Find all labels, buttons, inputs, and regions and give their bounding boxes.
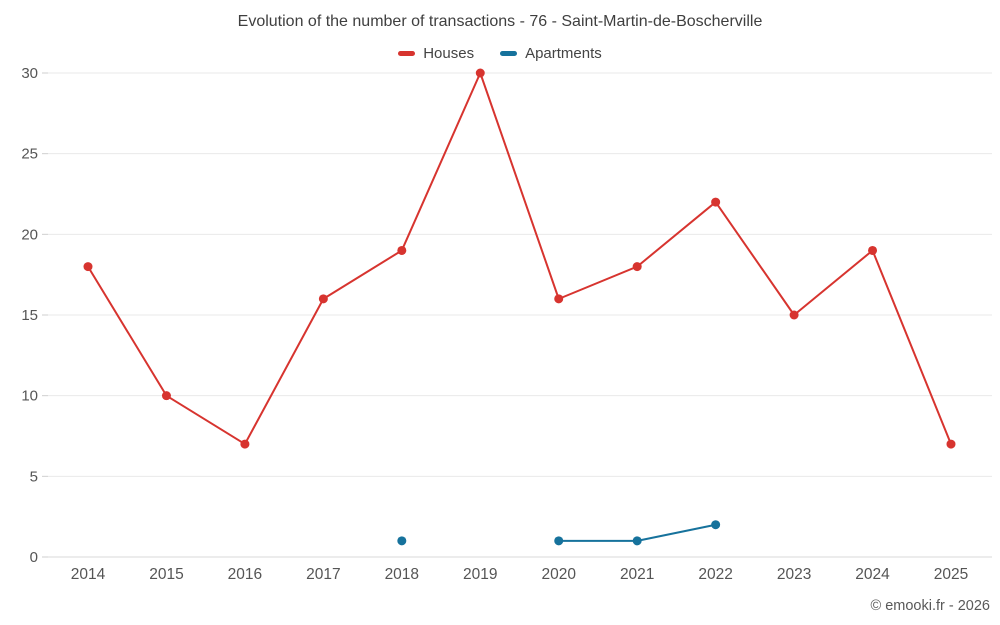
houses-point[interactable]	[161, 391, 171, 401]
y-axis-label: 25	[21, 146, 38, 163]
chart-legend: Houses Apartments	[0, 45, 1000, 62]
apartments-legend-swatch	[500, 51, 518, 56]
houses-point[interactable]	[946, 439, 956, 449]
houses-point[interactable]	[711, 197, 721, 207]
x-axis-label: 2018	[385, 566, 419, 583]
apartments-point[interactable]	[554, 536, 564, 546]
houses-point[interactable]	[83, 262, 93, 272]
x-axis-label: 2020	[541, 566, 576, 583]
houses-point[interactable]	[554, 294, 564, 304]
houses-point[interactable]	[789, 310, 799, 320]
houses-point[interactable]	[475, 68, 485, 78]
apartments-point[interactable]	[397, 536, 407, 546]
copyright-text: © emooki.fr - 2026	[870, 598, 990, 614]
x-axis-label: 2014	[71, 566, 106, 583]
y-axis-label: 0	[30, 549, 38, 566]
apartments-legend-label: Apartments	[525, 45, 602, 62]
houses-point[interactable]	[868, 245, 878, 255]
houses-point[interactable]	[318, 294, 328, 304]
x-axis-label: 2019	[463, 566, 497, 583]
legend-item-apartments[interactable]: Apartments	[500, 45, 602, 62]
x-axis-label: 2022	[698, 566, 732, 583]
y-axis-label: 20	[21, 226, 38, 243]
houses-point[interactable]	[632, 262, 642, 272]
houses-legend-label: Houses	[423, 45, 475, 62]
apartments-point[interactable]	[632, 536, 642, 546]
x-axis-label: 2016	[228, 566, 262, 583]
houses-line	[87, 72, 952, 446]
houses-point[interactable]	[240, 439, 250, 449]
apartments-point[interactable]	[711, 520, 721, 530]
x-axis-label: 2024	[855, 566, 890, 583]
y-axis-label: 5	[30, 468, 38, 485]
y-axis-label: 10	[21, 388, 38, 405]
houses-point[interactable]	[397, 245, 407, 255]
y-axis-label: 15	[21, 307, 38, 324]
chart-title: Evolution of the number of transactions …	[237, 13, 763, 30]
x-axis-label: 2015	[149, 566, 183, 583]
x-axis-label: 2025	[934, 566, 968, 583]
y-axis-label: 30	[21, 65, 38, 82]
legend-item-houses[interactable]: Houses	[398, 45, 474, 62]
houses-legend-swatch	[398, 51, 416, 56]
x-axis-label: 2023	[777, 566, 811, 583]
x-axis-label: 2021	[620, 566, 654, 583]
x-axis-label: 2017	[306, 566, 340, 583]
